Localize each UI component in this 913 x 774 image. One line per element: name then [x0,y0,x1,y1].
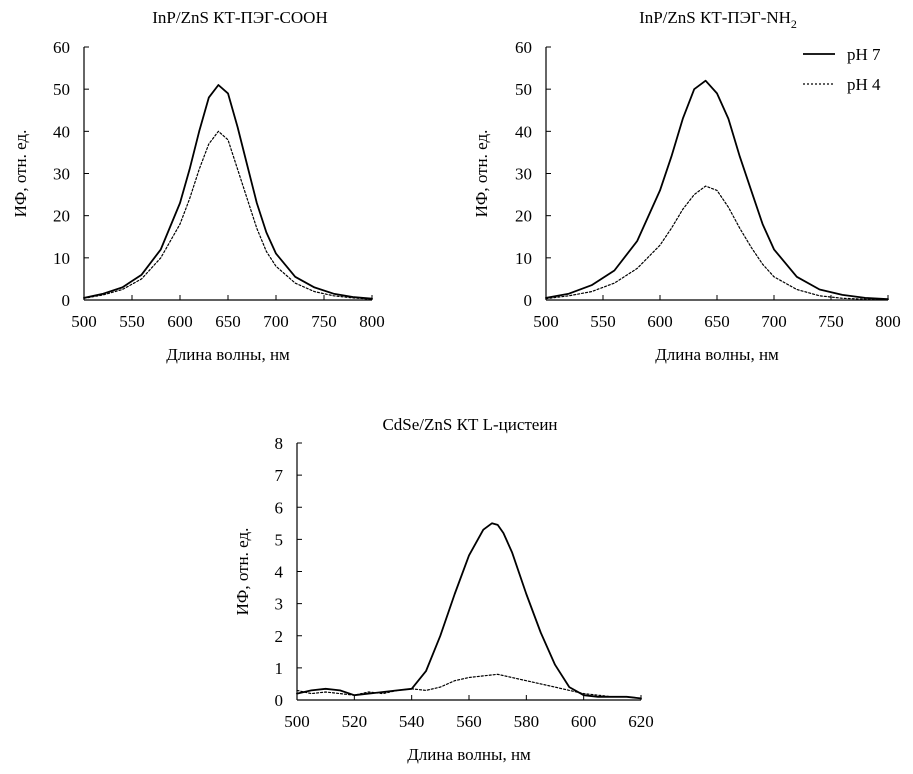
y-tick-label: 4 [275,563,284,582]
x-tick-label: 500 [533,312,559,331]
x-tick-label: 500 [71,312,97,331]
series-line-ph4 [545,185,889,301]
legend-label: pH 4 [847,75,881,94]
y-tick-label: 5 [275,530,284,549]
x-axis-label: Длина волны, нм [166,345,290,364]
x-tick-label: 600 [647,312,673,331]
y-tick-label: 30 [53,165,70,184]
x-tick-label: 700 [263,312,289,331]
series-line-ph4 [296,673,642,700]
chart-title: InP/ZnS КТ-ПЭГ-NH2 [639,8,797,31]
x-tick-label: 550 [119,312,145,331]
x-tick-label: 650 [215,312,241,331]
y-tick-label: 50 [515,80,532,99]
y-axis-label: ИФ, отн. ед. [233,528,252,616]
y-tick-label: 40 [515,122,532,141]
x-axis-label: Длина волны, нм [407,745,531,764]
y-axis-label: ИФ, отн. ед. [472,130,491,218]
legend: pH 7 pH 4 [803,45,881,94]
chart-title-text: InP/ZnS КТ-ПЭГ-COOH [152,8,327,27]
y-tick-label: 8 [275,434,284,453]
y-tick-label: 6 [275,498,284,517]
series-line-ph7 [296,522,642,700]
y-tick-label: 40 [53,122,70,141]
y-tick-label: 7 [275,466,284,485]
y-tick-label: 20 [515,207,532,226]
y-tick-label: 60 [53,38,70,57]
series-line-ph7 [545,79,889,301]
y-tick-label: 2 [275,627,284,646]
y-tick-label: 50 [53,80,70,99]
y-tick-label: 0 [524,291,533,310]
x-tick-label: 750 [818,312,844,331]
x-tick-label: 600 [571,712,597,731]
y-tick-label: 0 [62,291,71,310]
x-tick-label: 800 [875,312,901,331]
y-tick-label: 1 [275,659,284,678]
y-tick-label: 30 [515,165,532,184]
y-tick-label: 10 [53,249,70,268]
y-tick-label: 3 [275,595,284,614]
x-tick-label: 580 [514,712,540,731]
y-tick-label: 10 [515,249,532,268]
x-tick-label: 750 [311,312,337,331]
y-tick-label: 60 [515,38,532,57]
x-tick-label: 520 [342,712,368,731]
x-tick-label: 700 [761,312,787,331]
x-tick-label: 600 [167,312,193,331]
chart-title-text: CdSe/ZnS КТ L-цистеин [382,415,557,434]
legend-label: pH 7 [847,45,881,64]
y-axis-label: ИФ, отн. ед. [11,130,30,218]
x-axis-label: Длина волны, нм [655,345,779,364]
chart-title-text: InP/ZnS КТ-ПЭГ-NH [639,8,791,27]
series-line-ph4 [83,130,373,300]
y-tick-label: 20 [53,207,70,226]
x-tick-label: 560 [456,712,482,731]
series-line-ph7 [83,84,373,300]
chart-title: InP/ZnS КТ-ПЭГ-COOH [152,8,327,27]
chart-1: InP/ZnS КТ-ПЭГ-COOH 0 10 20 30 40 50 60 500 550 60… [11,8,385,364]
y-tick-label: 0 [275,691,284,710]
x-tick-label: 550 [590,312,616,331]
chart-title-subscript: 2 [791,17,797,31]
x-tick-label: 800 [359,312,385,331]
x-tick-label: 540 [399,712,425,731]
x-tick-label: 650 [704,312,730,331]
x-tick-label: 620 [628,712,654,731]
x-tick-label: 500 [284,712,310,731]
chart-3: CdSe/ZnS КТ L-цистеин 0 1 2 3 4 5 6 7 8 500 520 540 5… [233,415,654,764]
chart-title: CdSe/ZnS КТ L-цистеин [382,415,557,434]
